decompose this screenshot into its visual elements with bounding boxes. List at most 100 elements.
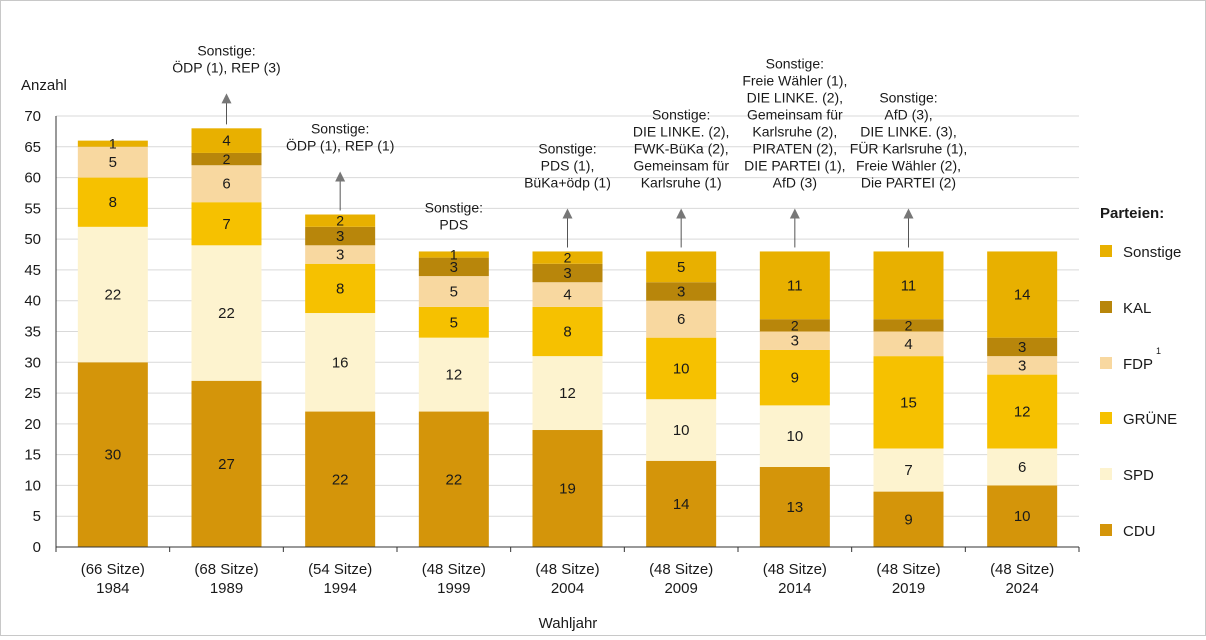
legend-swatch: [1100, 468, 1112, 480]
x-tick-label: 1999: [437, 580, 470, 597]
bar-segment-sonstige: [532, 251, 603, 264]
bar-segment-gr-ne: [873, 356, 944, 449]
annotation-text: BüKa+ödp (1): [524, 174, 611, 190]
bar-segment-gr-ne: [305, 263, 376, 314]
data-label: 14: [673, 496, 690, 513]
bar-segment-kal: [873, 319, 944, 332]
bar-segment-kal: [305, 226, 376, 246]
bar-segment-gr-ne: [646, 337, 717, 400]
data-label: 30: [104, 447, 121, 464]
annotation-text: DIE LINKE. (3),: [860, 123, 956, 139]
data-label: 5: [450, 314, 458, 331]
annotation-text: DIE LINKE. (2),: [747, 89, 843, 105]
legend-swatch: [1100, 412, 1112, 424]
legend-label: SPD: [1123, 467, 1154, 484]
data-label: 8: [563, 324, 571, 341]
bar-segment-cdu: [759, 466, 830, 547]
annotation-text: DIE LINKE. (2),: [633, 123, 729, 139]
data-label: 22: [332, 471, 349, 488]
data-label: 12: [1014, 404, 1031, 421]
bar-segment-sonstige: [646, 251, 717, 283]
legend-footnote-marker: 1: [1156, 346, 1161, 356]
x-tick-label: 1994: [323, 580, 356, 597]
bar-segment-sonstige: [418, 251, 489, 258]
data-label: 2: [223, 151, 231, 167]
annotation-text: PDS: [439, 216, 468, 232]
annotation-arrowhead: [676, 208, 687, 219]
annotation-text: Gemeinsam für: [747, 106, 843, 122]
data-label: 3: [791, 333, 799, 350]
data-label: 6: [1018, 459, 1026, 476]
data-label: 12: [445, 367, 462, 384]
data-label: 3: [563, 265, 571, 282]
bar-segment-fdp: [532, 282, 603, 307]
legend-label: Sonstige: [1123, 244, 1181, 261]
annotation-text: AfD (3),: [884, 106, 932, 122]
data-label: 11: [901, 277, 917, 294]
y-tick-label: 60: [24, 170, 41, 187]
bar-segment-sonstige: [77, 140, 148, 147]
y-tick-label: 0: [33, 539, 41, 556]
legend-label: FDP: [1123, 356, 1153, 373]
data-label: 22: [218, 305, 235, 322]
x-tick-label: 2004: [551, 580, 584, 597]
x-tick-label: 2024: [1005, 580, 1038, 597]
bar-segment-sonstige: [305, 214, 376, 227]
bar-layer: 3022851272276242216833222125531191284321…: [77, 128, 1058, 547]
legend-swatch: [1100, 245, 1112, 257]
data-label: 7: [904, 462, 912, 479]
x-tick-label: 2019: [892, 580, 925, 597]
data-label: 4: [222, 133, 230, 150]
y-tick-label: 70: [24, 108, 41, 125]
data-label: 9: [791, 370, 799, 387]
legend-swatch: [1100, 524, 1112, 536]
x-tick-label: 2009: [664, 580, 697, 597]
bar-segment-kal: [418, 257, 489, 277]
bar-segment-spd: [873, 448, 944, 492]
bar-segment-cdu: [77, 362, 148, 547]
annotation-text: Karlsruhe (1): [641, 174, 722, 190]
y-tick-label: 5: [33, 508, 41, 525]
data-label: 4: [563, 287, 571, 304]
bar-segment-spd: [987, 448, 1058, 486]
bar-segment-sonstige: [759, 251, 830, 320]
data-label: 5: [109, 154, 117, 171]
bar-segment-spd: [759, 405, 830, 467]
data-label: 3: [1018, 339, 1026, 356]
bar-segment-cdu: [987, 485, 1058, 547]
data-label: 4: [904, 336, 912, 353]
bar-segment-cdu: [191, 380, 262, 547]
data-label: 2: [905, 317, 913, 333]
annotation-arrowhead: [335, 171, 346, 182]
annotation-text: FWK-BüKa (2),: [634, 140, 729, 156]
annotation-text: ÖDP (1), REP (1): [286, 137, 394, 154]
data-label: 2: [336, 213, 344, 229]
legend-label: KAL: [1123, 300, 1151, 317]
annotation-arrowhead: [789, 208, 800, 219]
y-tick-label: 25: [24, 385, 41, 402]
x-tick-seats-label: (66 Sitze): [81, 561, 145, 578]
x-tick-label: 1989: [210, 580, 243, 597]
legend-title: Parteien:: [1100, 205, 1164, 222]
y-tick-label: 35: [24, 324, 41, 341]
bar-segment-fdp: [305, 245, 376, 264]
data-label: 1: [450, 247, 458, 263]
data-label: 8: [109, 194, 117, 211]
data-label: 3: [336, 228, 344, 245]
annotation-arrowhead: [562, 208, 573, 219]
bar-segment-fdp: [987, 356, 1058, 375]
data-label: 10: [786, 428, 803, 445]
bar-segment-sonstige: [873, 251, 944, 320]
axis-layer: Anzahl Wahljahr 051015202530354045505560…: [21, 77, 1080, 632]
bar-segment-fdp: [873, 331, 944, 357]
y-tick-label: 20: [24, 416, 41, 433]
bar-segment-kal: [191, 152, 262, 166]
y-tick-label: 10: [24, 477, 41, 494]
x-tick-seats-label: (48 Sitze): [876, 561, 940, 578]
data-label: 8: [336, 280, 344, 297]
bar-segment-kal: [532, 263, 603, 283]
legend-swatch: [1100, 357, 1112, 369]
data-label: 5: [677, 259, 685, 276]
